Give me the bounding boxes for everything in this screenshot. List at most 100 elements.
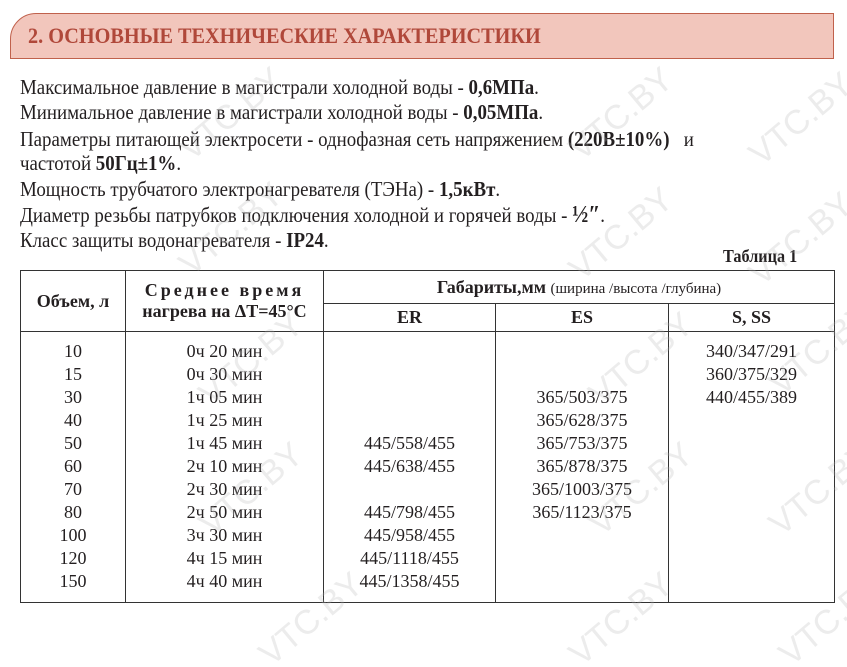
cell-er: 445/1118/455	[360, 548, 459, 568]
cell-er: 445/1358/455	[359, 571, 460, 591]
spec-line: частотой 50Гц±1%.	[20, 151, 181, 176]
cell-time: 0ч 30 мин	[186, 364, 263, 384]
header-dims-label: Габариты,мм	[436, 276, 546, 297]
spec-value: 50Гц±1%	[95, 151, 177, 175]
cell-volume: 15	[64, 364, 82, 384]
cell-er: 445/558/455	[363, 433, 455, 453]
cell-er	[324, 363, 495, 386]
cell-volume: 50	[64, 433, 82, 453]
cell-volume: 30	[64, 387, 82, 407]
cell-time: 0ч 20 мин	[186, 341, 263, 361]
column-volume: 10 15 30 40 50 60 70 80 100 120 150	[20, 331, 126, 603]
spec-text: Класс защиты водонагревателя -	[20, 228, 287, 252]
spec-tail: .	[495, 177, 501, 201]
cell-es: 365/1123/375	[532, 502, 632, 522]
spec-tail: .	[534, 75, 539, 99]
column-er: 445/558/455 445/638/455 445/798/455 445/958…	[323, 331, 496, 603]
cell-es	[496, 547, 668, 570]
cell-er: 445/798/455	[363, 502, 455, 522]
spec-text: Параметры питающей электросети - однофаз…	[20, 127, 568, 151]
spec-text: Максимальное давление в магистрали холод…	[20, 75, 469, 99]
cell-time: 2ч 30 мин	[186, 479, 263, 499]
cell-s: 360/375/329	[705, 364, 797, 384]
cell-volume: 70	[64, 479, 82, 499]
header-s-ss: S, SS	[668, 303, 835, 332]
spec-tail: .	[600, 203, 605, 227]
spec-value: ½″	[572, 202, 601, 228]
cell-es	[496, 363, 668, 386]
cell-volume: 10	[64, 341, 82, 361]
spec-line: Класс защиты водонагревателя - IP24.	[20, 228, 329, 253]
cell-time: 1ч 05 мин	[186, 387, 263, 407]
spec-value: 1,5кВт	[438, 177, 496, 201]
cell-er: 445/958/455	[363, 525, 455, 545]
cell-s	[669, 478, 834, 501]
cell-s	[669, 570, 834, 593]
cell-es	[496, 340, 668, 363]
spec-value: (220В±10%)	[567, 127, 670, 151]
header-heating-time: Среднее время нагрева на ΔT=45°С	[125, 270, 324, 332]
cell-es: 365/878/375	[536, 456, 628, 476]
spec-line: Диаметр резьбы патрубков подключения хол…	[20, 202, 605, 229]
cell-er	[324, 409, 495, 432]
spec-tail: и	[669, 127, 694, 151]
cell-volume: 100	[59, 525, 87, 545]
spec-line: Параметры питающей электросети - однофаз…	[20, 127, 694, 152]
watermark: VTC.BY	[561, 60, 681, 169]
specs-table: Объем, л Среднее время нагрева на ΔT=45°…	[20, 270, 835, 603]
header-es: ES	[495, 303, 669, 332]
column-s: 340/347/291 360/375/329 440/455/389	[668, 331, 835, 603]
cell-es	[496, 524, 668, 547]
cell-s	[669, 524, 834, 547]
cell-time: 4ч 40 мин	[186, 571, 263, 591]
spec-value: 0,05МПа	[463, 100, 539, 124]
spec-value: 0,6МПа	[468, 75, 535, 99]
cell-volume: 150	[59, 571, 87, 591]
cell-er: 445/638/455	[363, 456, 455, 476]
spec-tail: .	[176, 151, 182, 175]
spec-line: Максимальное давление в магистрали холод…	[20, 75, 539, 100]
cell-time: 2ч 10 мин	[186, 456, 263, 476]
cell-s	[669, 501, 834, 524]
cell-s: 440/455/389	[705, 387, 797, 407]
watermark: VTC.BY	[741, 65, 847, 174]
table-caption: Таблица 1	[723, 246, 798, 266]
spec-value: IP24	[286, 228, 324, 252]
column-time: 0ч 20 мин 0ч 30 мин 1ч 05 мин 1ч 25 мин 1ч 4…	[125, 331, 324, 603]
section-title: 2. ОСНОВНЫЕ ТЕХНИЧЕСКИЕ ХАРАКТЕРИСТИКИ	[28, 23, 541, 48]
cell-volume: 120	[59, 548, 87, 568]
cell-es: 365/753/375	[536, 433, 628, 453]
spec-line: Мощность трубчатого электронагревателя (…	[20, 177, 500, 202]
cell-s	[669, 432, 834, 455]
header-time-line1: Среднее время	[144, 280, 305, 300]
cell-es: 365/628/375	[536, 410, 628, 430]
cell-es: 365/1003/375	[531, 479, 632, 499]
cell-s	[669, 547, 834, 570]
spec-tail: .	[323, 228, 329, 252]
spec-text: Минимальное давление в магистрали холодн…	[20, 100, 464, 124]
header-dimensions: Габариты,мм (ширина /высота /глубина)	[323, 270, 835, 304]
section-header: 2. ОСНОВНЫЕ ТЕХНИЧЕСКИЕ ХАРАКТЕРИСТИКИ	[10, 13, 834, 59]
header-volume: Объем, л	[20, 270, 126, 332]
cell-es	[496, 570, 668, 593]
spec-tail: .	[538, 100, 544, 124]
spec-text: Мощность трубчатого электронагревателя (…	[20, 177, 439, 201]
cell-s: 340/347/291	[705, 341, 797, 361]
cell-er	[324, 386, 495, 409]
cell-s	[669, 455, 834, 478]
header-dims-note: (ширина /высота /глубина)	[550, 280, 722, 297]
header-er: ER	[323, 303, 496, 332]
cell-time: 4ч 15 мин	[186, 548, 263, 568]
cell-volume: 40	[64, 410, 82, 430]
cell-time: 1ч 25 мин	[186, 410, 263, 430]
cell-er	[324, 478, 495, 501]
cell-s	[669, 409, 834, 432]
header-time-line2: нагрева на ΔT=45°С	[142, 301, 307, 321]
cell-volume: 60	[64, 456, 82, 476]
spec-text: Диаметр резьбы патрубков подключения хол…	[20, 203, 573, 227]
cell-volume: 80	[64, 502, 82, 522]
column-es: 365/503/375 365/628/375 365/753/375 365/878…	[495, 331, 669, 603]
spec-line: Минимальное давление в магистрали холодн…	[20, 100, 543, 125]
spec-text: частотой	[20, 151, 96, 175]
